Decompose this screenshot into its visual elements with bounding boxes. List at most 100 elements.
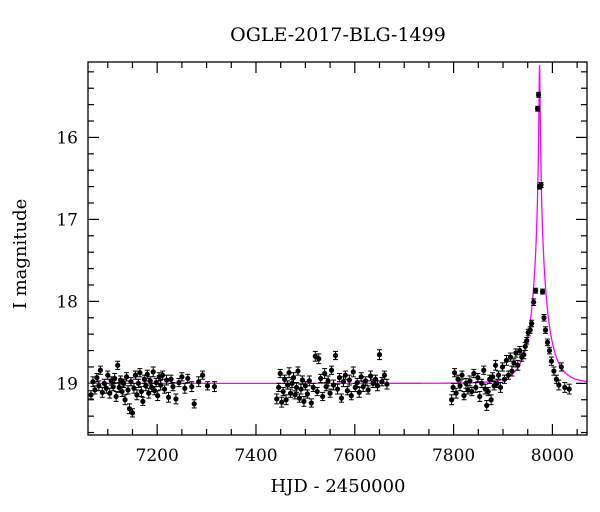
data-marker <box>161 386 168 392</box>
data-point <box>544 338 551 347</box>
data-point <box>320 391 326 402</box>
data-point <box>481 365 487 375</box>
data-point <box>484 400 490 411</box>
data-marker <box>492 362 499 368</box>
data-marker <box>332 352 339 359</box>
data-marker <box>168 376 174 382</box>
data-point <box>132 370 139 380</box>
data-marker <box>473 384 479 391</box>
data-point <box>325 375 331 387</box>
data-point <box>450 382 456 393</box>
data-marker <box>200 372 206 378</box>
data-marker <box>150 369 156 375</box>
data-marker <box>328 367 335 373</box>
data-point <box>306 375 312 387</box>
data-marker <box>287 390 294 396</box>
data-marker <box>346 377 352 383</box>
data-marker <box>505 372 512 378</box>
data-point <box>534 105 541 112</box>
data-marker <box>191 401 197 407</box>
x-axis-label: HJD - 2450000 <box>270 476 405 497</box>
data-marker <box>280 388 286 395</box>
data-point <box>327 388 333 398</box>
data-point <box>153 377 159 388</box>
data-marker <box>140 398 146 404</box>
data-marker <box>457 383 463 389</box>
data-marker <box>558 364 564 370</box>
data-point <box>140 396 146 406</box>
data-marker <box>499 364 506 370</box>
data-marker <box>325 378 331 384</box>
data-point <box>128 377 134 387</box>
data-point <box>296 393 303 403</box>
data-point <box>97 365 103 375</box>
data-point <box>497 382 504 393</box>
data-point <box>495 370 502 380</box>
data-marker <box>467 378 473 384</box>
data-point <box>473 382 479 393</box>
data-marker <box>94 375 100 381</box>
data-point <box>293 382 300 393</box>
data-marker <box>503 357 510 363</box>
data-point <box>165 391 172 403</box>
data-marker <box>490 374 496 380</box>
data-point <box>503 354 510 366</box>
data-marker <box>368 373 374 379</box>
chart-title: OGLE-2017-BLG-1499 <box>230 24 446 46</box>
data-point <box>517 345 523 356</box>
data-marker <box>314 388 320 395</box>
data-point <box>304 389 310 399</box>
data-marker <box>189 384 195 390</box>
data-point <box>477 391 483 402</box>
x-tick-label: 7400 <box>234 446 277 466</box>
data-point <box>453 387 459 399</box>
data-marker <box>143 383 149 389</box>
data-marker <box>158 382 164 388</box>
data-marker <box>97 367 103 373</box>
data-marker <box>541 315 547 321</box>
data-marker <box>338 395 345 401</box>
data-point <box>461 391 467 401</box>
data-point <box>541 313 547 322</box>
data-marker <box>471 370 477 377</box>
data-marker <box>125 387 131 393</box>
data-point <box>283 394 289 406</box>
data-marker <box>546 347 553 354</box>
data-marker <box>539 288 546 295</box>
data-point <box>286 367 292 379</box>
data-marker <box>163 377 170 383</box>
data-point <box>459 370 465 380</box>
x-tick-label: 8000 <box>531 446 574 466</box>
data-marker <box>477 393 483 400</box>
data-point <box>274 393 280 405</box>
data-marker <box>165 394 172 400</box>
data-point <box>542 326 549 334</box>
data-point <box>295 366 301 376</box>
data-point <box>99 386 105 398</box>
data-marker <box>103 385 109 391</box>
data-point <box>546 346 553 355</box>
data-marker <box>358 374 364 380</box>
data-point <box>531 298 537 306</box>
data-marker <box>274 396 280 402</box>
data-point <box>348 391 354 401</box>
data-marker <box>465 387 471 393</box>
data-marker <box>379 379 385 385</box>
data-point <box>112 373 118 384</box>
data-marker <box>185 375 191 382</box>
data-marker <box>279 399 285 405</box>
data-point <box>465 385 471 395</box>
data-marker <box>306 378 312 384</box>
data-point <box>344 386 350 396</box>
data-marker <box>463 380 469 386</box>
data-marker <box>322 370 328 377</box>
data-point <box>451 368 458 378</box>
data-point <box>475 373 481 383</box>
data-marker <box>527 327 533 333</box>
data-marker <box>292 392 298 398</box>
x-tick-label: 7800 <box>432 446 475 466</box>
data-marker <box>484 402 490 409</box>
data-marker <box>115 362 121 368</box>
data-marker <box>384 381 390 387</box>
data-marker <box>310 384 316 391</box>
